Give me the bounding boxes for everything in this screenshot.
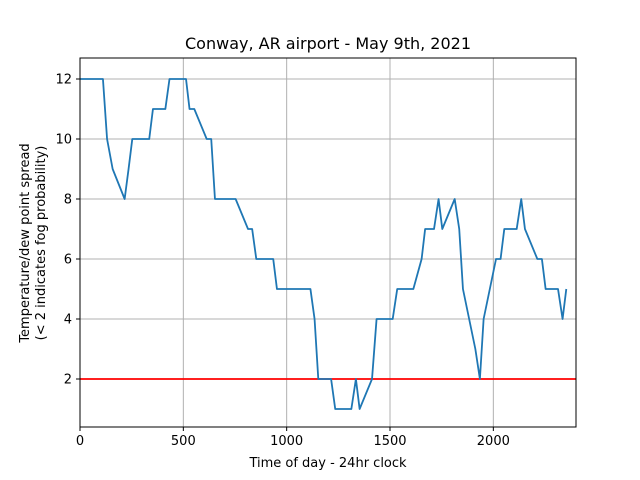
y-axis-title: Temperature/dew point spread (< 2 indica…: [18, 143, 49, 343]
x-axis-title: Time of day - 24hr clock: [248, 456, 407, 471]
y-axis: 2 4 6 8 10 12: [55, 73, 80, 388]
plot-frame: [79, 57, 577, 428]
y-tick-label: 8: [64, 193, 72, 208]
x-tick-label: 0: [76, 434, 84, 449]
series-line: [80, 78, 568, 410]
x-tick-label: 1000: [270, 434, 303, 449]
y-tick-label: 6: [64, 253, 72, 268]
y-tick-label: 10: [55, 133, 72, 148]
x-axis: 0 500 1000 1500 2000: [76, 427, 510, 449]
y-tick-label: 4: [64, 313, 72, 328]
y-tick-label: 2: [64, 373, 72, 388]
x-tick-label: 1500: [373, 434, 406, 449]
y-tick-label: 12: [55, 73, 72, 88]
grid-lines: [79, 58, 576, 427]
y-axis-title-line-2: (< 2 indicates fog probability): [34, 146, 49, 341]
chart-title: Conway, AR airport - May 9th, 2021: [185, 34, 471, 53]
x-tick-label: 2000: [477, 434, 510, 449]
y-axis-title-line-1: Temperature/dew point spread: [18, 143, 33, 343]
x-tick-label: 500: [171, 434, 196, 449]
